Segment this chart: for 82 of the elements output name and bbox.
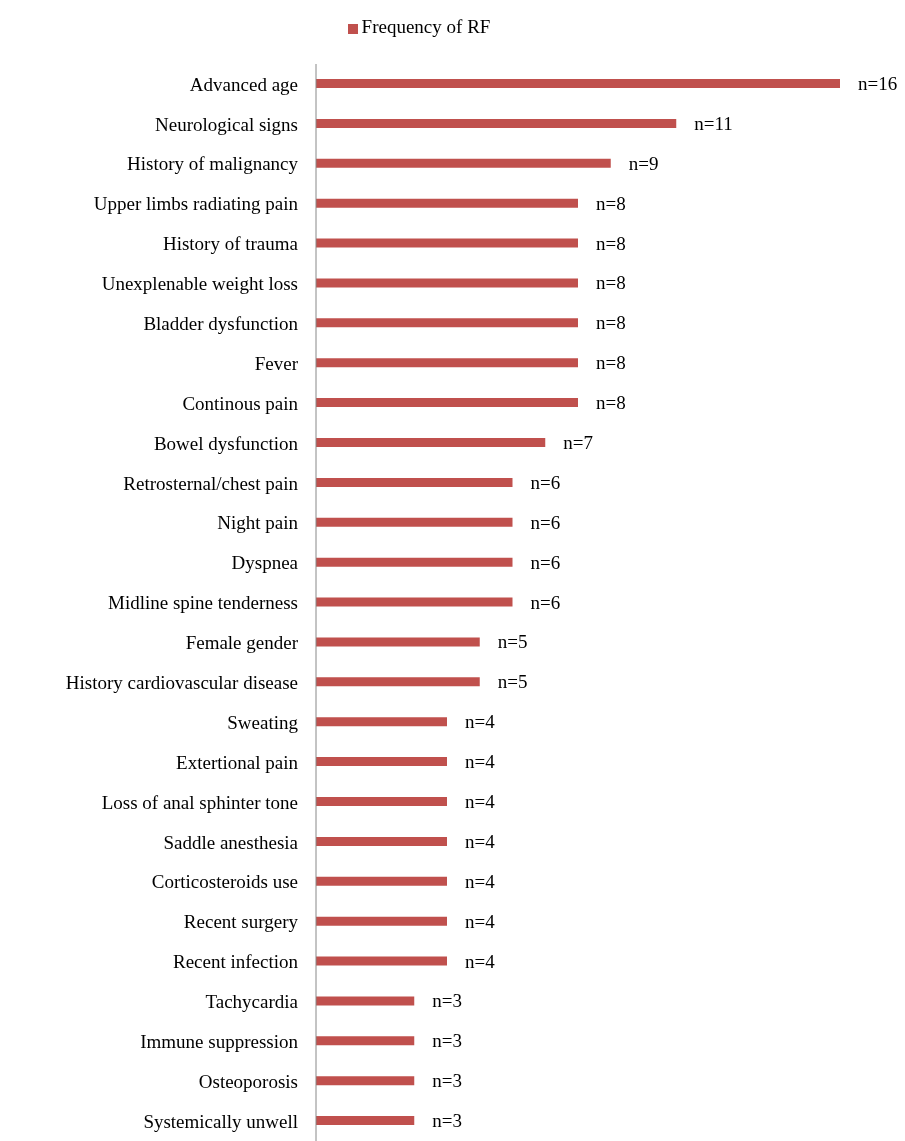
bar [316, 956, 447, 966]
bar [316, 876, 447, 886]
data-label: n=3 [432, 990, 462, 1012]
data-label: n=3 [432, 1030, 462, 1052]
y-tick-label: Extertional pain [176, 751, 299, 773]
y-tick-label: Recent surgery [183, 911, 299, 933]
bar [316, 916, 447, 926]
y-tick-label: Osteoporosis [198, 1070, 298, 1092]
legend-label: Frequency of RF [361, 16, 491, 37]
data-label: n=11 [694, 112, 733, 134]
bar [316, 1116, 415, 1126]
data-label: n=5 [497, 631, 528, 653]
data-label: n=6 [530, 511, 561, 533]
y-tick-label: Female gender [185, 632, 299, 654]
data-label: n=4 [465, 830, 496, 852]
y-tick-label: History cardiovascular disease [65, 672, 298, 694]
y-tick-label: Loss of anal sphinter tone [101, 791, 298, 813]
data-label: n=9 [628, 152, 659, 174]
y-tick-label: Bladder dysfunction [143, 313, 299, 335]
bar [316, 637, 480, 647]
bar [316, 158, 611, 168]
bar [316, 118, 677, 128]
data-label: n=8 [596, 352, 626, 374]
bar [316, 517, 513, 527]
data-label: n=16 [858, 73, 898, 94]
y-tick-label: History of malignancy [127, 153, 299, 175]
y-tick-label: Continous pain [182, 392, 299, 414]
y-tick-label: Midline spine tenderness [108, 592, 298, 614]
bar [316, 597, 513, 607]
y-tick-label: Dyspnea [231, 552, 299, 574]
bar [316, 797, 447, 806]
data-label: n=3 [432, 1110, 462, 1132]
y-tick-label: Systemically unwell [143, 1110, 298, 1132]
y-tick-label: Advanced age [189, 73, 298, 95]
data-label: n=3 [432, 1070, 462, 1092]
bar [316, 836, 447, 846]
data-label: n=6 [530, 591, 561, 613]
data-label: n=7 [563, 432, 593, 453]
y-tick-label: History of trauma [162, 233, 299, 255]
bar [316, 677, 480, 687]
data-label: n=8 [596, 312, 626, 334]
data-label: n=4 [465, 910, 496, 932]
bar [316, 996, 415, 1006]
data-label: n=8 [596, 392, 626, 414]
bar [316, 1076, 415, 1086]
bar [316, 79, 840, 88]
data-label: n=4 [465, 711, 496, 733]
data-label: n=4 [465, 870, 496, 892]
data-label: n=8 [596, 192, 626, 214]
data-label: n=8 [596, 272, 626, 294]
y-tick-label: Unexplenable weight loss [101, 273, 298, 295]
bar [316, 318, 578, 328]
bar [316, 358, 578, 368]
bar [316, 198, 578, 208]
data-label: n=6 [530, 551, 561, 573]
y-tick-label: Recent infection [172, 951, 299, 973]
bar [316, 477, 513, 487]
y-tick-label: Bowel dysfunction [153, 432, 299, 454]
bar [316, 238, 578, 248]
y-tick-label: Night pain [217, 512, 299, 534]
bar [316, 1036, 415, 1046]
data-label: n=5 [497, 671, 528, 693]
y-tick-label: Immune suppression [140, 1031, 299, 1053]
y-tick-label: Upper limbs radiating pain [93, 193, 299, 215]
data-label: n=8 [596, 232, 626, 254]
y-tick-label: Saddle anesthesia [163, 831, 299, 853]
y-tick-label: Retrosternal/chest pain [123, 472, 299, 494]
data-label: n=6 [530, 471, 561, 493]
bar [316, 398, 578, 408]
y-tick-label: Neurological signs [154, 113, 298, 135]
data-label: n=4 [465, 950, 496, 972]
bar [316, 557, 513, 567]
data-label: n=4 [465, 751, 496, 773]
bar [316, 438, 546, 447]
y-tick-label: Tachycardia [205, 991, 299, 1013]
bar [316, 757, 447, 767]
y-tick-label: Sweating [227, 711, 299, 733]
y-tick-label: Fever [254, 352, 299, 374]
y-tick-label: Corticosteroids use [151, 871, 298, 893]
bar [316, 278, 578, 288]
data-label: n=4 [465, 791, 496, 812]
bar [316, 717, 447, 727]
